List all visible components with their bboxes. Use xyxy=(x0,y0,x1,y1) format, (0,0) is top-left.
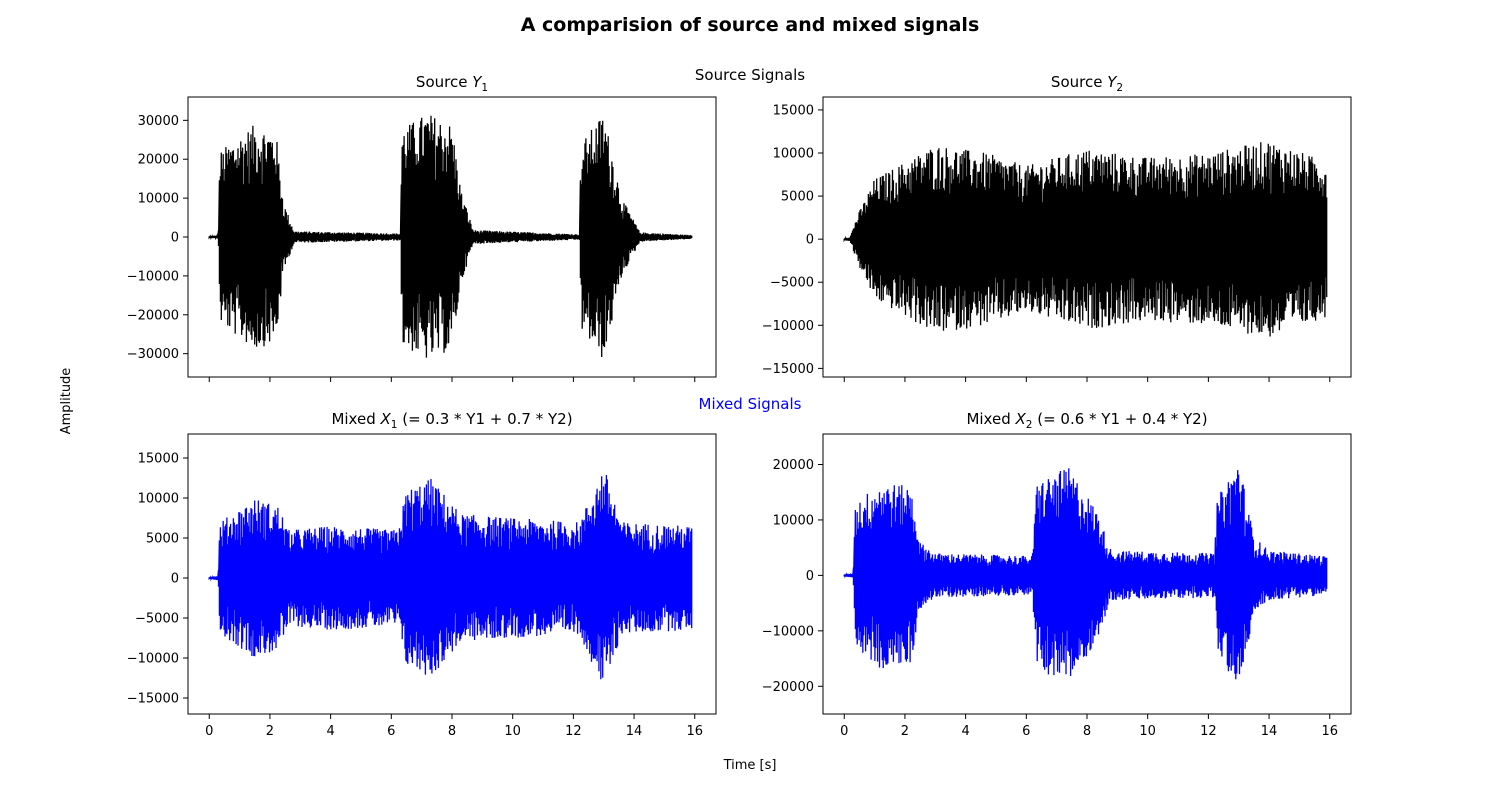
x-tick-label: 2 xyxy=(266,724,274,739)
x-tick-label: 6 xyxy=(387,724,395,739)
mixed-signals-label: Mixed Signals xyxy=(699,395,802,413)
panel-title-mixed-x2: Mixed X2 (= 0.6 * Y1 + 0.4 * Y2) xyxy=(966,410,1207,431)
y-tick-label: −20000 xyxy=(127,308,179,323)
y-tick-label: −10000 xyxy=(762,319,814,334)
y-tick-label: 15000 xyxy=(138,452,179,467)
x-tick-label: 16 xyxy=(1321,724,1338,739)
signal-trace-mixed-x2 xyxy=(843,468,1328,680)
panel-title-source-y1: Source Y1 xyxy=(416,73,488,94)
y-tick-label: 10000 xyxy=(773,513,814,528)
panel-title-source-y2: Source Y2 xyxy=(1051,73,1123,94)
x-tick-label: 14 xyxy=(626,724,643,739)
y-tick-label: 10000 xyxy=(138,492,179,507)
x-tick-label: 4 xyxy=(326,724,334,739)
x-tick-label: 16 xyxy=(686,724,703,739)
signal-trace-source-y2 xyxy=(843,142,1328,337)
y-tick-label: −15000 xyxy=(762,362,814,377)
y-axis-label: Amplitude xyxy=(59,368,74,435)
y-tick-label: 30000 xyxy=(138,114,179,129)
y-tick-label: 0 xyxy=(171,231,179,246)
x-tick-label: 12 xyxy=(565,724,582,739)
y-tick-label: −10000 xyxy=(127,652,179,667)
x-tick-label: 14 xyxy=(1261,724,1278,739)
y-tick-label: −5000 xyxy=(135,612,179,627)
y-tick-label: −20000 xyxy=(762,680,814,695)
y-tick-label: 10000 xyxy=(138,192,179,207)
subplot-mixed-x2: 0 2 4 6 8 10 12 14 16 −20000 −10000 0 10000 20000 Mixe… xyxy=(762,410,1352,739)
signal-trace-source-y1 xyxy=(208,115,693,358)
y-tick-label: 10000 xyxy=(773,147,814,162)
y-tick-label: 0 xyxy=(806,233,814,248)
subplot-source-y1: −30000 −20000 −10000 0 10000 20000 30000 Source… xyxy=(127,73,717,382)
x-tick-label: 6 xyxy=(1022,724,1030,739)
x-tick-label: 10 xyxy=(504,724,521,739)
y-tick-label: 0 xyxy=(806,569,814,584)
y-tick-label: 20000 xyxy=(138,153,179,168)
signal-trace-mixed-x1 xyxy=(208,474,693,680)
x-tick-label: 12 xyxy=(1200,724,1217,739)
y-tick-label: 15000 xyxy=(773,103,814,118)
y-tick-label: −5000 xyxy=(770,276,814,291)
figure-title: A comparision of source and mixed signal… xyxy=(521,14,980,36)
x-axis-label: Time [s] xyxy=(723,758,777,773)
source-signals-label: Source Signals xyxy=(695,66,805,84)
x-tick-label: 0 xyxy=(205,724,213,739)
y-tick-label: −10000 xyxy=(127,269,179,284)
y-tick-label: 0 xyxy=(171,572,179,587)
y-tick-label: 5000 xyxy=(146,532,179,547)
x-tick-label: 8 xyxy=(1083,724,1091,739)
subplots: −30000−20000−100000100002000030000Source… xyxy=(127,73,1352,739)
panel-title-mixed-x1: Mixed X1 (= 0.3 * Y1 + 0.7 * Y2) xyxy=(331,410,572,431)
subplot-source-y2: −15000 −10000 −5000 0 5000 10000 15000 Source Y… xyxy=(762,73,1352,382)
subplot-mixed-x1: 0 2 4 6 8 10 12 14 16 −15000 −10000 −5000 0 5000 10000… xyxy=(127,410,717,739)
y-tick-label: −15000 xyxy=(127,692,179,707)
x-tick-label: 10 xyxy=(1139,724,1156,739)
y-tick-label: −10000 xyxy=(762,624,814,639)
x-tick-label: 0 xyxy=(840,724,848,739)
y-tick-label: 20000 xyxy=(773,458,814,473)
x-tick-label: 8 xyxy=(448,724,456,739)
y-tick-label: −30000 xyxy=(127,347,179,362)
x-tick-label: 4 xyxy=(961,724,969,739)
x-tick-label: 2 xyxy=(901,724,909,739)
y-tick-label: 5000 xyxy=(781,190,814,205)
